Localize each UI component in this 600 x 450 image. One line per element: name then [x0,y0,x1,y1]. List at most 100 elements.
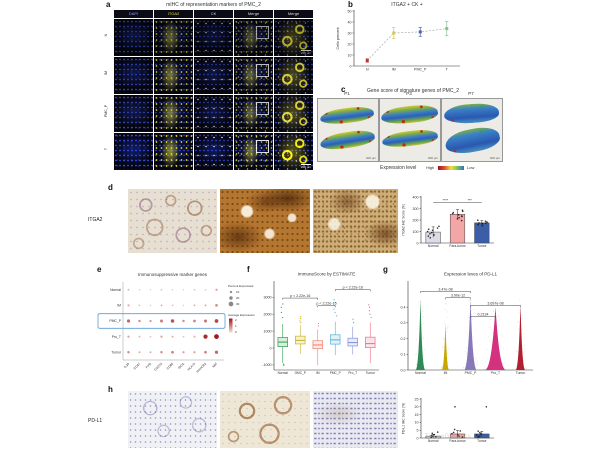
scale-label: 200 μm [300,163,311,169]
svg-text:0.0: 0.0 [401,368,406,372]
svg-text:CD47: CD47 [133,362,142,371]
svg-text:15: 15 [415,413,419,417]
svg-text:-1000: -1000 [262,363,271,367]
expression-colorbar [438,166,464,170]
svg-text:400: 400 [413,195,419,199]
svg-text:3.47e-08: 3.47e-08 [438,287,452,291]
mihc-tile-dapi [114,95,153,132]
colorbar-label: Expression level [380,165,417,171]
colorbar-low-label: Low [467,165,475,170]
svg-text:0: 0 [417,241,419,245]
ihc-image-itga2-tumor [313,189,398,253]
svg-text:Para-tumor: Para-tumor [449,244,466,248]
svg-text:Expression leves of PD-L1: Expression leves of PD-L1 [444,272,498,277]
ihc-image-pdl1-normal [128,391,217,448]
column-header-merge: Merge [234,10,273,18]
svg-text:0.3: 0.3 [401,321,406,325]
svg-text:20: 20 [415,405,419,409]
svg-text:ITGA2 IHC Score (%): ITGA2 IHC Score (%) [402,204,406,236]
svg-text:0.2134: 0.2134 [478,312,489,316]
mihc-tile-dapi [114,133,153,170]
svg-text:ITGA2 + CK +: ITGA2 + CK + [391,2,422,8]
mihc-row-im [114,57,313,94]
scale-label: 400 μm [365,156,376,160]
svg-text:PMC_P: PMC_P [465,371,477,375]
mihc-row-pmcp [114,95,313,132]
svg-text:Normal: Normal [415,371,426,375]
watermark: TissueGnostics [424,434,472,440]
row-label-t: T [104,147,108,151]
scale-label: 400 μm [427,156,438,160]
svg-text:300: 300 [413,207,419,211]
svg-text:IM: IM [392,68,396,72]
ihc-image-itga2-normal [128,189,217,253]
svg-text:IM: IM [117,304,121,308]
mihc-tile-merge [234,95,273,132]
svg-text:3.90e-12: 3.90e-12 [451,294,465,298]
svg-text:IM: IM [444,371,448,375]
tissue-band [381,127,439,150]
svg-text:Tumor: Tumor [477,439,487,443]
scale-label: 200 μm [300,49,311,55]
mihc-tile-ck [194,133,233,170]
svg-text:CD86: CD86 [166,362,175,371]
svg-text:PVR: PVR [145,361,153,369]
svg-text:HLA-G: HLA-G [186,362,196,372]
svg-text:PD-L1 IHC Score (%): PD-L1 IHC Score (%) [402,403,406,435]
svg-text:IL10: IL10 [123,362,130,369]
panel-letter-g: g [383,265,388,274]
svg-text:3000: 3000 [264,296,272,300]
panel-letter-f: f [247,265,250,274]
svg-text:CD274: CD274 [153,362,163,372]
tissue-band [319,127,376,153]
svg-text:100: 100 [413,230,419,234]
svg-text:Normal: Normal [428,439,439,443]
sample-label-p7: P7 [468,91,474,96]
svg-text:GMC_P: GMC_P [295,371,306,375]
mihc-tile-ck [194,57,233,94]
itga2-ihc-score-chart: ITGA2 IHC Score (%) 0 100 200 300 400 Normal Pa… [400,189,498,253]
svg-text:p < 2.22e-16: p < 2.22e-16 [343,286,363,290]
svg-text:0.4: 0.4 [401,305,406,309]
immunescore-boxplot: ImmuneScore by ESTIMATE -1000 0 1000 2000 300… [250,269,382,381]
row-label-pmcp: PMC_P [104,104,108,118]
svg-text:5: 5 [417,429,419,433]
svg-text:Tumor: Tumor [477,244,487,248]
svg-text:Pro_T: Pro_T [348,371,357,375]
svg-text:0.1: 0.1 [401,353,406,357]
column-header-itga2: ITGA2 [154,10,193,18]
svg-text:ImmuneScore by ESTIMATE: ImmuneScore by ESTIMATE [298,272,355,277]
column-header-ck: CK [194,10,233,18]
mihc-tile-merge [234,133,273,170]
svg-text:N: N [366,68,369,72]
svg-text:10: 10 [236,290,240,294]
svg-text:****: **** [443,198,449,202]
panel-letter-h: h [108,385,113,394]
row-label-n: N [104,33,108,37]
ihc-image-itga2-paratumor [220,189,310,253]
column-header-merge-zoom: Merge [274,10,313,18]
svg-text:1000: 1000 [264,329,272,333]
svg-text:20: 20 [348,42,352,46]
mihc-tile-itga2 [154,133,193,170]
svg-text:25: 25 [415,397,419,401]
svg-text:Immunosuppressive marker genes: Immunosuppressive marker genes [138,272,208,277]
svg-text:Percent Expressed: Percent Expressed [228,284,254,288]
svg-text:Normal: Normal [278,371,289,375]
svg-text:30: 30 [236,302,240,306]
colorbar-high-label: High [426,165,435,170]
mihc-tile-merge-zoom: 200 μm [274,133,313,170]
panel-letter-e: e [97,265,102,274]
mihc-tile-ck [194,19,233,56]
ihc-image-pdl1-tumor [313,391,398,448]
svg-text:Tumor: Tumor [366,371,376,375]
svg-text:IM: IM [316,371,320,375]
svg-text:PMC_P: PMC_P [109,319,121,323]
row-label-im: IM [104,71,108,75]
svg-text:0: 0 [350,64,352,68]
svg-text:30: 30 [348,31,352,35]
tissue-band [380,103,439,126]
spatial-map-p1: 400 μm [317,98,379,162]
mihc-tile-itga2 [154,57,193,94]
